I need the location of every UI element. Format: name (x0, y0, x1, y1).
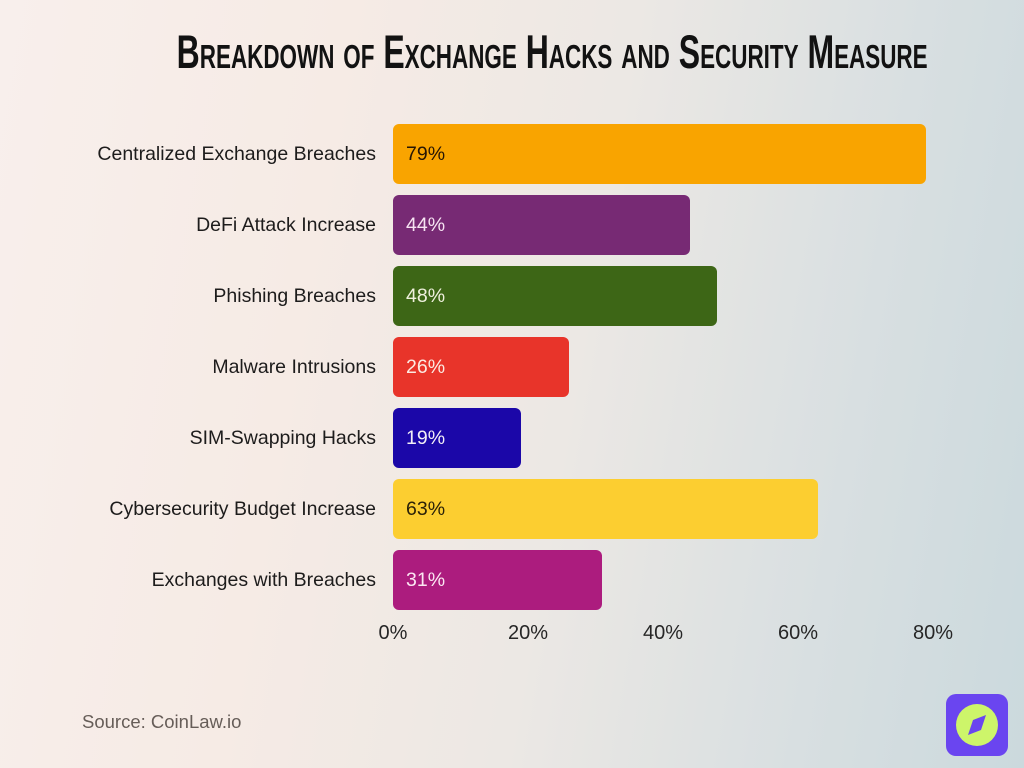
bar-track: 79% (393, 123, 933, 185)
value-label: 26% (406, 355, 446, 378)
chart-row: Cybersecurity Budget Increase 63% (0, 478, 1024, 540)
chart-row: Exchanges with Breaches 31% (0, 549, 1024, 611)
bar: 79% (393, 124, 927, 184)
value-label: 44% (406, 213, 446, 236)
category-label: Malware Intrusions (212, 355, 376, 378)
x-tick-label: 40% (642, 622, 684, 644)
x-tick-label: 20% (507, 622, 549, 644)
bar-track: 31% (393, 549, 933, 611)
chart-title-wrap: Breakdown of Exchange Hacks and Security… (0, 24, 1024, 79)
value-label: 48% (406, 284, 446, 307)
chart-title: Breakdown of Exchange Hacks and Security… (176, 25, 928, 78)
compass-icon (956, 704, 998, 746)
chart-row: SIM-Swapping Hacks 19% (0, 407, 1024, 469)
bar: 44% (393, 195, 690, 255)
source-credit: Source: CoinLaw.io (82, 711, 242, 732)
bar-rows: Centralized Exchange Breaches 79% DeFi A… (0, 123, 1024, 611)
chart-row: Centralized Exchange Breaches 79% (0, 123, 1024, 185)
bar-track: 44% (393, 194, 933, 256)
value-label: 63% (406, 497, 446, 520)
category-label: Centralized Exchange Breaches (97, 142, 376, 165)
bar: 19% (393, 408, 522, 468)
bar-chart: Centralized Exchange Breaches 79% DeFi A… (0, 123, 1024, 652)
value-label: 31% (406, 568, 446, 591)
chart-row: DeFi Attack Increase 44% (0, 194, 1024, 256)
bar: 31% (393, 550, 603, 610)
chart-row: Phishing Breaches 48% (0, 265, 1024, 327)
x-tick-label: 60% (777, 622, 819, 644)
category-label: Exchanges with Breaches (151, 568, 376, 591)
coinlaw-logo (946, 694, 1008, 756)
bar-track: 48% (393, 265, 933, 327)
bar: 63% (393, 479, 819, 539)
value-label: 79% (406, 142, 446, 165)
category-label: DeFi Attack Increase (196, 213, 376, 236)
x-axis: 0% 20% 40% 60% 80% (379, 620, 953, 652)
bar-track: 19% (393, 407, 933, 469)
category-label: Cybersecurity Budget Increase (109, 497, 376, 520)
x-tick-label: 0% (378, 622, 408, 644)
value-label: 19% (406, 426, 446, 449)
category-label: SIM-Swapping Hacks (189, 426, 376, 449)
bar: 26% (393, 337, 569, 397)
x-tick-label: 80% (912, 622, 954, 644)
chart-row: Malware Intrusions 26% (0, 336, 1024, 398)
bar-track: 63% (393, 478, 933, 540)
bar-track: 26% (393, 336, 933, 398)
category-label: Phishing Breaches (213, 284, 376, 307)
bar: 48% (393, 266, 717, 326)
